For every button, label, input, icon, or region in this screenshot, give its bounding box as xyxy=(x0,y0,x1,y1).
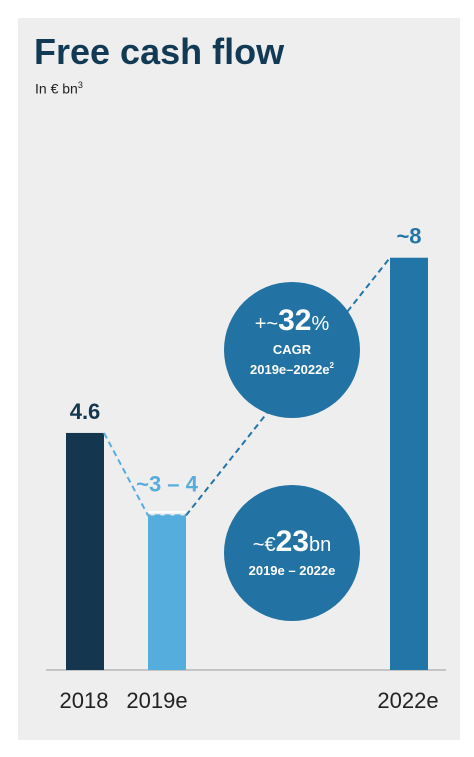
data-label-2019e: ~3 – 4 xyxy=(136,471,199,496)
bar-2022e xyxy=(390,257,428,670)
annotation-cagr: +~32% CAGR 2019e–2022e2 xyxy=(224,282,360,418)
annotation-headline-cagr: +~32% xyxy=(255,304,330,337)
annotation-line2-cagr: 2019e–2022e2 xyxy=(250,361,335,377)
annotation-headline-total: ~€23bn xyxy=(253,525,331,558)
annotation-suffix-total: bn xyxy=(309,534,331,556)
annotation-prefix-total: ~€ xyxy=(253,534,276,556)
annotation-line1-cagr: CAGR xyxy=(273,342,312,357)
annotation-line2-text-cagr: 2019e–2022e xyxy=(250,362,330,377)
data-label-2018: 4.6 xyxy=(70,399,101,424)
connector-2018-2019e xyxy=(103,432,186,517)
data-label-2022e: ~8 xyxy=(396,224,421,249)
annotation-line2-note-cagr: 2 xyxy=(330,361,335,370)
subtitle-unit: In € bn xyxy=(35,80,78,97)
annotation-suffix-cagr: % xyxy=(311,313,329,335)
annotation-line1-total: 2019e – 2022e xyxy=(249,563,336,578)
chart-title: Free cash flow xyxy=(34,31,285,72)
x-tick-label-2019e: 2019e xyxy=(126,688,187,713)
bar-2019e xyxy=(148,515,186,670)
x-tick-label-2022e: 2022e xyxy=(377,688,438,713)
subtitle-footnote: 3 xyxy=(77,80,83,90)
bar-2018 xyxy=(66,432,104,670)
annotation-bubble-total xyxy=(224,485,360,621)
annotation-prefix-cagr: +~ xyxy=(255,313,278,335)
annotation-value-total: 23 xyxy=(276,525,309,558)
annotation-value-cagr: 32 xyxy=(278,304,311,337)
chart-subtitle: In € bn3 xyxy=(35,80,83,97)
annotation-total: ~€23bn 2019e – 2022e xyxy=(224,485,360,621)
x-tick-label-2018: 2018 xyxy=(60,688,109,713)
annotation-bubble-cagr xyxy=(224,282,360,418)
